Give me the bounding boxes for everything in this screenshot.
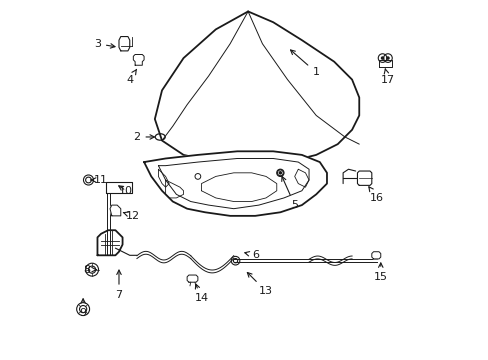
Text: 1: 1 [290, 50, 319, 77]
Text: 4: 4 [126, 69, 136, 85]
Text: 5: 5 [281, 176, 298, 210]
Text: 13: 13 [247, 273, 272, 296]
Circle shape [386, 56, 389, 60]
Text: 11: 11 [91, 175, 108, 185]
Circle shape [380, 56, 384, 60]
Polygon shape [119, 37, 129, 51]
Polygon shape [357, 171, 371, 185]
Text: 10: 10 [119, 186, 133, 196]
Polygon shape [133, 54, 144, 65]
Text: 3: 3 [94, 39, 115, 49]
Text: 9: 9 [80, 299, 86, 318]
Polygon shape [378, 60, 391, 67]
Polygon shape [187, 275, 198, 282]
Text: 14: 14 [194, 284, 208, 303]
Text: 16: 16 [368, 187, 384, 203]
Polygon shape [155, 12, 359, 166]
Text: 7: 7 [115, 270, 122, 300]
Text: 8: 8 [83, 265, 96, 275]
Text: 17: 17 [380, 69, 394, 85]
Polygon shape [110, 205, 121, 216]
Text: 12: 12 [123, 211, 140, 221]
Polygon shape [97, 230, 122, 255]
Text: 2: 2 [133, 132, 154, 142]
Polygon shape [144, 151, 326, 216]
Text: 6: 6 [244, 250, 258, 260]
Polygon shape [371, 252, 380, 259]
Circle shape [278, 171, 282, 175]
Text: 15: 15 [373, 263, 387, 282]
